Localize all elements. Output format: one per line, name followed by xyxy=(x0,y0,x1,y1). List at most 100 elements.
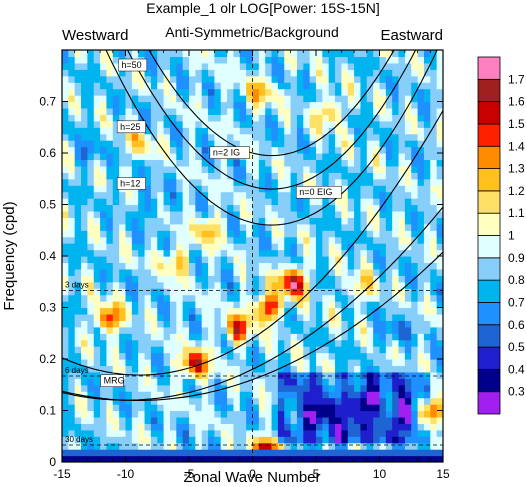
heatmap-cell xyxy=(404,217,412,225)
heatmap-cell xyxy=(87,423,95,431)
heatmap-cell xyxy=(322,416,330,424)
heatmap-cell xyxy=(411,449,419,457)
heatmap-cell xyxy=(246,333,254,341)
heatmap-cell xyxy=(74,223,82,231)
heatmap-cell xyxy=(385,101,393,109)
heatmap-cell xyxy=(398,404,406,412)
heatmap-cell xyxy=(436,204,443,212)
heatmap-cell xyxy=(62,172,69,180)
heatmap-cell xyxy=(360,56,368,64)
curve-label-text: h=50 xyxy=(121,60,141,70)
heatmap-cell xyxy=(163,449,171,457)
heatmap-cell xyxy=(208,88,215,96)
heatmap-cell xyxy=(81,198,88,206)
heatmap-cell xyxy=(430,101,438,109)
heatmap-cell xyxy=(220,165,228,173)
heatmap-cell xyxy=(214,313,222,321)
heatmap-cell xyxy=(258,275,266,283)
heatmap-cell xyxy=(417,88,425,96)
heatmap-cell xyxy=(208,114,215,122)
heatmap-cell xyxy=(347,217,355,225)
heatmap-cell xyxy=(354,172,362,180)
heatmap-cell xyxy=(290,288,298,296)
heatmap-cell xyxy=(423,307,431,315)
heatmap-cell xyxy=(246,391,254,399)
heatmap-cell xyxy=(347,384,355,392)
heatmap-cell xyxy=(182,288,190,296)
heatmap-cell xyxy=(106,165,114,173)
heatmap-cell xyxy=(93,249,101,257)
heatmap-cell xyxy=(379,288,387,296)
heatmap-cell xyxy=(347,410,355,418)
heatmap-cell xyxy=(176,352,184,360)
heatmap-cell xyxy=(182,69,190,77)
heatmap-cell xyxy=(398,204,406,212)
heatmap-cell xyxy=(328,230,336,238)
heatmap-cell xyxy=(125,191,133,199)
heatmap-cell xyxy=(246,359,254,367)
heatmap-cell xyxy=(62,301,69,309)
heatmap-cell xyxy=(81,391,88,399)
heatmap-cell xyxy=(201,210,209,218)
heatmap-cell xyxy=(436,404,443,412)
heatmap-cell xyxy=(309,243,317,251)
heatmap-cell xyxy=(150,69,158,77)
heatmap-cell xyxy=(341,326,349,334)
heatmap-cell xyxy=(277,429,285,437)
heatmap-cell xyxy=(252,62,260,70)
heatmap-cell xyxy=(347,346,355,354)
heatmap-cell xyxy=(106,210,114,218)
heatmap-cell xyxy=(436,95,443,103)
heatmap-cell xyxy=(214,436,222,444)
heatmap-cell xyxy=(360,346,368,354)
heatmap-cell xyxy=(252,423,260,431)
heatmap-cell xyxy=(150,294,158,302)
heatmap-cell xyxy=(93,410,101,418)
heatmap-cell xyxy=(106,243,114,251)
heatmap-cell xyxy=(417,320,425,328)
heatmap-cell xyxy=(322,281,330,289)
heatmap-cell xyxy=(417,165,425,173)
heatmap-cell xyxy=(341,410,349,418)
heatmap-cell xyxy=(189,217,196,225)
heatmap-cell xyxy=(303,140,311,148)
heatmap-cell xyxy=(100,69,108,77)
heatmap-cell xyxy=(93,217,101,225)
heatmap-cell xyxy=(81,127,88,135)
heatmap-cell xyxy=(423,455,431,462)
heatmap-cell xyxy=(189,262,196,270)
heatmap-cell xyxy=(373,75,381,83)
heatmap-cell xyxy=(195,294,203,302)
heatmap-cell xyxy=(106,410,114,418)
heatmap-cell xyxy=(195,442,203,450)
heatmap-cell xyxy=(366,62,374,70)
heatmap-cell xyxy=(277,268,285,276)
heatmap-cell xyxy=(176,436,184,444)
heatmap-cell xyxy=(208,339,215,347)
heatmap-cell xyxy=(328,365,336,373)
heatmap-cell xyxy=(398,236,406,244)
heatmap-cell xyxy=(303,436,311,444)
heatmap-cell xyxy=(169,339,177,347)
heatmap-cell xyxy=(385,410,393,418)
heatmap-cell xyxy=(404,140,412,148)
heatmap-cell xyxy=(74,153,82,161)
heatmap-cell xyxy=(208,416,215,424)
heatmap-cell xyxy=(328,114,336,122)
heatmap-cell xyxy=(150,442,158,450)
heatmap-cell xyxy=(354,114,362,122)
heatmap-cell xyxy=(385,275,393,283)
heatmap-cell xyxy=(182,120,190,128)
heatmap-cell xyxy=(131,281,139,289)
heatmap-cell xyxy=(398,262,406,270)
heatmap-cell xyxy=(417,326,425,334)
heatmap-cell xyxy=(392,204,400,212)
heatmap-cell xyxy=(430,185,438,193)
heatmap-cell xyxy=(398,75,406,83)
heatmap-cell xyxy=(74,127,82,135)
heatmap-cell xyxy=(100,423,108,431)
heatmap-cell xyxy=(189,198,196,206)
heatmap-cell xyxy=(347,69,355,77)
heatmap-cell xyxy=(112,436,120,444)
heatmap-cell xyxy=(296,107,304,115)
